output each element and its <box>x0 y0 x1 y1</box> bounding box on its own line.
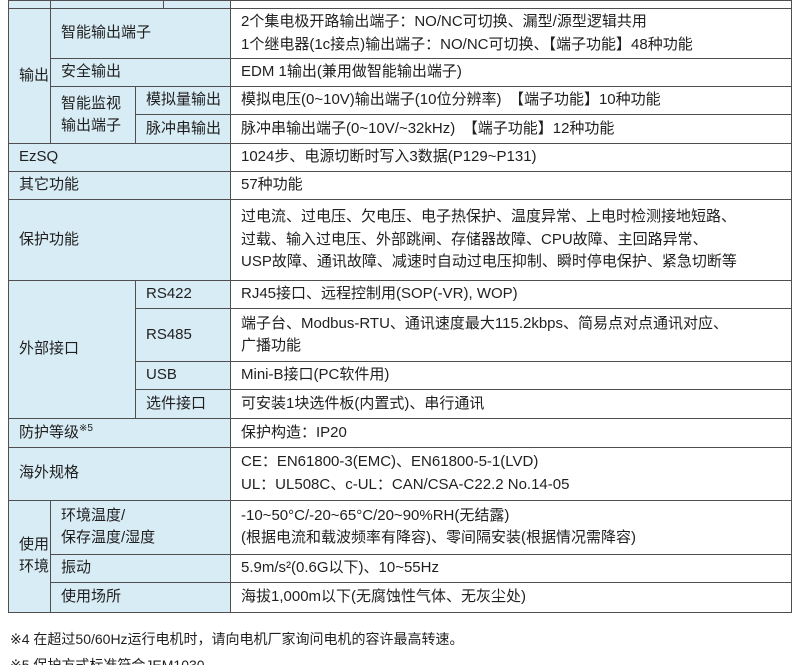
footnote-5: ※5 保护方式标准符合JEM1030。 <box>10 656 219 665</box>
partial-cell <box>8 0 51 9</box>
overseas-line1: CE：EN61800-3(EMC)、EN61800-5-1(LVD) <box>241 453 539 470</box>
table-row-temperature: 使用 环境 环境温度/ 保存温度/湿度 -10~50°C/-20~65°C/20… <box>8 499 792 613</box>
cell-option-port-label: 选件接口 <box>135 389 231 419</box>
overseas-line2: UL：UL508C、c-UL：CAN/CSA-C22.2 No.14-05 <box>241 475 570 493</box>
cell-vibration-label: 振动 <box>50 553 231 583</box>
partial-cell <box>50 0 164 9</box>
cell-safety-output-label: 安全输出 <box>50 58 231 87</box>
cell-smart-output-value: 2个集电极开路输出端子：NO/NC可切换、漏型/源型逻辑共用 1个继电器(1c接… <box>230 8 792 59</box>
cell-rs485-label: RS485 <box>135 308 231 362</box>
smart-output-line1: 2个集电极开路输出端子：NO/NC可切换、漏型/源型逻辑共用 <box>241 13 647 30</box>
cell-ip-rating-value: 保护构造：IP20 <box>230 418 792 448</box>
protection-line2: 过载、输入过电压、外部跳闸、存储器故障、CPU故障、主回路异常、 <box>241 230 708 248</box>
cell-ezsq-value: 1024步、电源切断时写入3数据(P129~P131) <box>230 143 792 172</box>
rs485-line2: 广播功能 <box>241 337 302 354</box>
monitor-label-line2: 输出端子 <box>61 117 122 134</box>
cell-smart-output-label: 智能输出端子 <box>50 8 231 59</box>
cell-interface-group: 外部接口 <box>8 280 136 419</box>
environment-group-line1: 使用 <box>19 535 50 553</box>
table-row-analog-output: 智能监视 输出端子 模拟量输出 模拟电压(0~10V)输出端子(10位分辨率) … <box>9 86 792 144</box>
table-row-protection: 保护功能 过电流、过电压、欠电压、电子热保护、温度异常、上电时检测接地短路、 过… <box>8 199 792 281</box>
cell-safety-output-value: EDM 1输出(兼用做智能输出端子) <box>230 58 792 87</box>
cell-usb-value: Mini-B接口(PC软件用) <box>230 361 792 390</box>
cell-protection-label: 保护功能 <box>8 199 231 281</box>
cell-location-value: 海拔1,000m以下(无腐蚀性气体、无灰尘处) <box>230 581 792 613</box>
protection-line3: USP故障、通讯故障、减速时自动过电压抑制、瞬时停电保护、紧急切断等 <box>241 253 737 271</box>
cell-location-label: 使用场所 <box>50 581 231 613</box>
table-row-other-functions: 其它功能 57种功能 <box>8 171 792 200</box>
table-row-option-port: 选件接口 可安装1块选件板(内置式)、串行通讯 <box>9 389 792 419</box>
monitor-label-line1: 智能监视 <box>61 94 122 112</box>
cell-ip-rating-label: 防护等级※5 <box>8 418 231 448</box>
table-row-safety-output: 安全输出 EDM 1输出(兼用做智能输出端子) <box>9 58 792 87</box>
cell-protection-value: 过电流、过电压、欠电压、电子热保护、温度异常、上电时检测接地短路、 过载、输入过… <box>230 199 792 281</box>
table-row-overseas: 海外规格 CE：EN61800-3(EMC)、EN61800-5-1(LVD) … <box>8 446 792 501</box>
table-row-ezsq: EzSQ 1024步、电源切断时写入3数据(P129~P131) <box>8 143 792 172</box>
table-row-vibration: 振动 5.9m/s²(0.6G以下)、10~55Hz <box>9 553 792 583</box>
table-row-rs422: 外部接口 RS422 RJ45接口、远程控制用(SOP(-VR), WOP) <box>8 280 792 419</box>
table-row-pulse-output: 脉冲串输出 脉冲串输出端子(0~10V/~32kHz) 【端子功能】12种功能 <box>9 114 792 144</box>
cell-usb-label: USB <box>135 361 231 390</box>
smart-output-line2: 1个继电器(1c接点)输出端子：NO/NC可切换、【端子功能】48种功能 <box>241 35 693 53</box>
spec-table: 输出 智能输出端子 2个集电极开路输出端子：NO/NC可切换、漏型/源型逻辑共用… <box>8 0 792 613</box>
cell-other-functions-label: 其它功能 <box>8 171 231 200</box>
table-row-partial-top <box>8 0 792 9</box>
temperature-label-line2: 保存温度/湿度 <box>61 529 156 546</box>
table-row-ip-rating: 防护等级※5 保护构造：IP20 <box>8 418 792 448</box>
cell-rs422-value: RJ45接口、远程控制用(SOP(-VR), WOP) <box>230 280 792 309</box>
table-row-location: 使用场所 海拔1,000m以下(无腐蚀性气体、无灰尘处) <box>9 581 792 613</box>
ip-rating-label-text: 防护等级 <box>19 424 80 441</box>
footnote-4: ※4 在超过50/60Hz运行电机时，请向电机厂家询问电机的容许最高转速。 <box>10 630 464 647</box>
cell-other-functions-value: 57种功能 <box>230 171 792 200</box>
cell-temperature-value: -10~50°C/-20~65°C/20~90%RH(无结露) (根据电流和载波… <box>230 499 792 555</box>
cell-analog-output-label: 模拟量输出 <box>135 86 231 115</box>
ip-rating-footnote-ref: ※5 <box>79 423 93 434</box>
environment-group-line2: 环境 <box>19 558 50 575</box>
table-row-smart-output: 输出 智能输出端子 2个集电极开路输出端子：NO/NC可切换、漏型/源型逻辑共用… <box>8 8 792 144</box>
cell-output-group: 输出 <box>8 8 51 144</box>
cell-overseas-label: 海外规格 <box>8 446 231 501</box>
partial-cell <box>230 0 792 9</box>
cell-analog-output-value: 模拟电压(0~10V)输出端子(10位分辨率) 【端子功能】10种功能 <box>230 86 792 115</box>
temperature-line2: (根据电流和载波频率有降容)、零间隔安装(根据情况需降容) <box>241 529 636 546</box>
cell-pulse-output-label: 脉冲串输出 <box>135 114 231 144</box>
table-row-rs485: RS485 端子台、Modbus-RTU、通讯速度最大115.2kbps、简易点… <box>9 308 792 362</box>
cell-rs485-value: 端子台、Modbus-RTU、通讯速度最大115.2kbps、简易点对点通讯对应… <box>230 308 792 362</box>
cell-option-port-value: 可安装1块选件板(内置式)、串行通讯 <box>230 389 792 419</box>
temperature-label-line1: 环境温度/ <box>61 506 126 524</box>
cell-pulse-output-value: 脉冲串输出端子(0~10V/~32kHz) 【端子功能】12种功能 <box>230 114 792 144</box>
cell-rs422-label: RS422 <box>135 280 231 309</box>
cell-environment-group: 使用 环境 <box>8 499 51 613</box>
cell-vibration-value: 5.9m/s²(0.6G以下)、10~55Hz <box>230 553 792 583</box>
cell-temperature-label: 环境温度/ 保存温度/湿度 <box>50 499 231 555</box>
protection-line1: 过电流、过电压、欠电压、电子热保护、温度异常、上电时检测接地短路、 <box>241 208 737 226</box>
footnotes: ※4 在超过50/60Hz运行电机时，请向电机厂家询问电机的容许最高转速。 ※5… <box>10 626 800 665</box>
cell-monitor-label: 智能监视 输出端子 <box>50 86 136 144</box>
cell-overseas-value: CE：EN61800-3(EMC)、EN61800-5-1(LVD) UL：UL… <box>230 446 792 501</box>
partial-cell <box>163 0 231 9</box>
rs485-line1: 端子台、Modbus-RTU、通讯速度最大115.2kbps、简易点对点通讯对应… <box>241 314 729 332</box>
cell-ezsq-label: EzSQ <box>8 143 231 172</box>
temperature-line1: -10~50°C/-20~65°C/20~90%RH(无结露) <box>241 506 510 524</box>
